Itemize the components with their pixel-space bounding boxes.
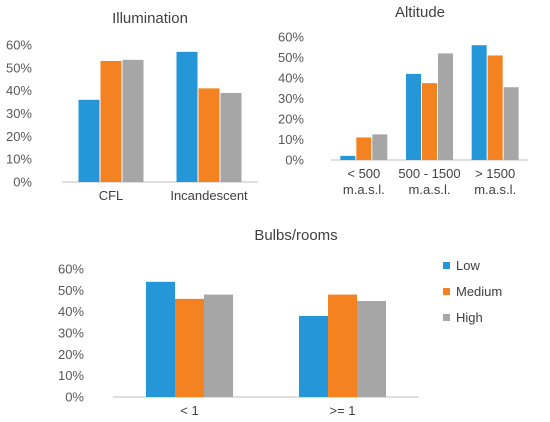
altitude-bar-low: [406, 73, 421, 160]
altitude-ytick-label: 50%: [278, 50, 304, 65]
legend: Low Medium High: [443, 258, 502, 325]
altitude-category-label: < 500: [347, 166, 380, 181]
illumination-bar-high: [122, 59, 144, 182]
legend-label-high: High: [456, 310, 483, 325]
illumination-category-label: CFL: [99, 188, 124, 203]
bulbs-rooms-bar-low: [299, 315, 328, 397]
bulbs-rooms-category-label: < 1: [180, 403, 198, 418]
altitude-ytick-label: 30%: [278, 91, 304, 106]
bulbs-rooms-ytick-label: 40%: [58, 304, 84, 319]
bulbs-rooms-ytick-label: 0%: [65, 390, 84, 405]
legend-swatch-medium: [443, 288, 450, 295]
altitude-bar-medium: [356, 137, 372, 160]
bulbs-rooms-ytick-label: 20%: [58, 347, 84, 362]
illumination-ytick-label: 30%: [6, 106, 32, 121]
illumination-ytick-label: 50%: [6, 60, 32, 75]
bulbs-rooms-chart: Bulbs/rooms 0% 10% 20% 30% 40% 50% 60% < 1 >= 1: [58, 227, 419, 418]
bulbs-rooms-category-label: >= 1: [329, 403, 355, 418]
illumination-ytick-label: 10%: [6, 152, 32, 167]
illumination-ytick-label: 40%: [6, 83, 32, 98]
illumination-chart: Illumination 0% 10% 20% 30% 40% 50% 60% CFL Incan…: [6, 10, 258, 203]
altitude-category-label: > 1500: [475, 166, 515, 181]
altitude-bar-medium: [422, 83, 437, 160]
altitude-ytick-label: 0%: [285, 153, 304, 168]
bulbs-rooms-ytick-label: 10%: [58, 368, 84, 383]
altitude-ytick-label: 40%: [278, 71, 304, 86]
altitude-category-label: 500 - 1500: [398, 166, 460, 181]
bulbs-rooms-bar-medium: [175, 298, 204, 397]
illumination-category-label: Incandescent: [170, 188, 248, 203]
illumination-title: Illumination: [112, 10, 188, 27]
altitude-category-label: m.a.s.l.: [409, 182, 451, 197]
bulbs-rooms-title: Bulbs/rooms: [254, 227, 337, 244]
bulbs-rooms-bar-medium: [328, 294, 357, 397]
illumination-ytick-label: 60%: [6, 38, 32, 53]
illumination-ytick-label: 20%: [6, 129, 32, 144]
altitude-title: Altitude: [395, 4, 445, 21]
altitude-ytick-label: 20%: [278, 112, 304, 127]
bulbs-rooms-ytick-label: 50%: [58, 283, 84, 298]
altitude-ytick-label: 60%: [278, 30, 304, 45]
illumination-bar-low: [78, 99, 100, 182]
altitude-bar-high: [503, 87, 519, 160]
illumination-bar-medium: [198, 88, 220, 182]
illumination-ytick-label: 0%: [13, 175, 32, 190]
altitude-bar-high: [438, 53, 453, 160]
legend-swatch-low: [443, 262, 450, 269]
illumination-bar-medium: [100, 60, 122, 182]
legend-label-medium: Medium: [456, 284, 502, 299]
altitude-category-label: m.a.s.l.: [343, 182, 385, 197]
altitude-bar-medium: [487, 55, 503, 161]
legend-label-low: Low: [456, 258, 480, 273]
altitude-bar-low: [471, 45, 487, 161]
altitude-category-label: m.a.s.l.: [474, 182, 516, 197]
bulbs-rooms-bar-low: [146, 281, 175, 397]
altitude-bar-high: [372, 134, 388, 160]
bulbs-rooms-ytick-label: 60%: [58, 262, 84, 277]
legend-swatch-high: [443, 314, 450, 321]
bulbs-rooms-bar-high: [357, 301, 386, 397]
bulbs-rooms-bar-high: [204, 294, 233, 397]
illumination-bar-high: [220, 92, 242, 182]
altitude-ytick-label: 10%: [278, 132, 304, 147]
altitude-bar-low: [340, 155, 356, 160]
bulbs-rooms-ytick-label: 30%: [58, 326, 84, 341]
illumination-bar-low: [176, 51, 198, 182]
